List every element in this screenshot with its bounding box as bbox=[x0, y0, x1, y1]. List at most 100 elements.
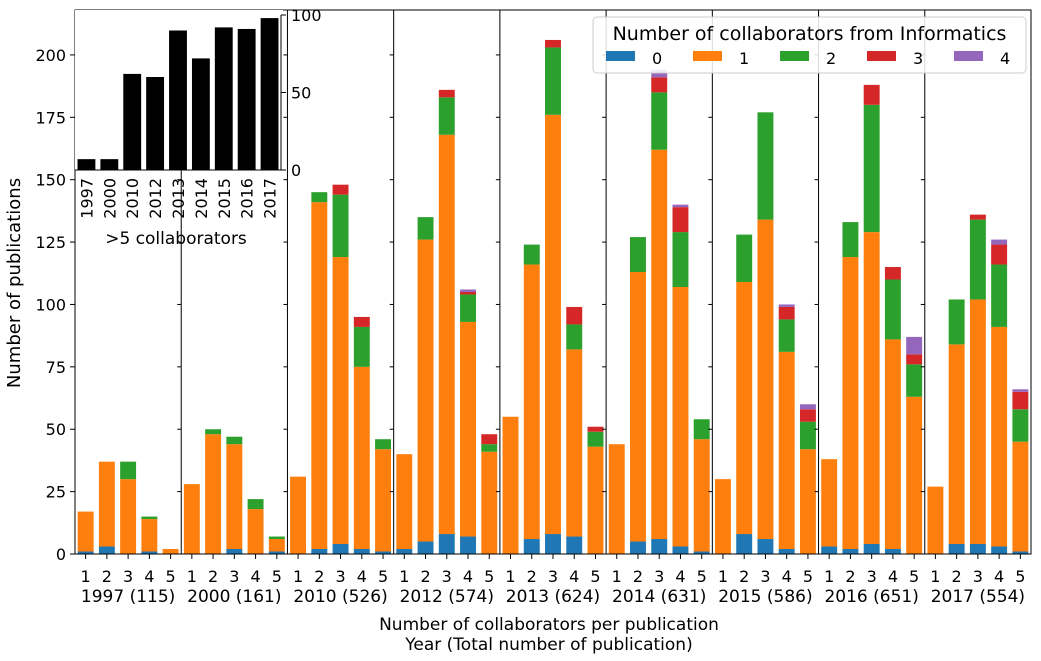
bar-2016-3-s3 bbox=[863, 84, 880, 105]
bar-2014-4-s4 bbox=[672, 204, 689, 208]
x-tick-label: 5 bbox=[590, 567, 600, 586]
bar-2017-2-s2 bbox=[948, 299, 965, 345]
bar-2017-3-s0 bbox=[969, 544, 986, 554]
bar-2015-2-s2 bbox=[736, 234, 753, 282]
bar-1997-1-s0 bbox=[77, 551, 94, 554]
bar-2013-5-s1 bbox=[587, 446, 604, 554]
bar-2013-5-s3 bbox=[587, 426, 604, 432]
x-tick-label: 4 bbox=[250, 567, 260, 586]
x-tick-label: 3 bbox=[335, 567, 345, 586]
bar-1997-3-s1 bbox=[120, 479, 137, 554]
bar-2015-4-s1 bbox=[778, 351, 795, 550]
bar-2012-1-s1 bbox=[396, 454, 413, 550]
y-tick-label: 75 bbox=[46, 358, 66, 377]
bar-2017-5-s0 bbox=[1012, 551, 1029, 554]
bar-2014-3-s3 bbox=[651, 77, 668, 93]
legend-swatch-2 bbox=[780, 51, 809, 61]
x-tick-label: 4 bbox=[463, 567, 473, 586]
bar-2017-5-s1 bbox=[1012, 441, 1029, 552]
bar-2010-4-s0 bbox=[353, 549, 370, 554]
bar-1997-5-s1 bbox=[162, 549, 179, 554]
x-tick-label: 2 bbox=[739, 567, 749, 586]
x-tick-label: 4 bbox=[144, 567, 154, 586]
bar-2000-3-s0 bbox=[226, 549, 243, 554]
bar-2017-4-s1 bbox=[991, 326, 1008, 547]
bar-2013-3-s1 bbox=[545, 114, 561, 535]
bar-2015-5-s4 bbox=[799, 404, 816, 410]
bar-2016-4-s1 bbox=[884, 339, 901, 550]
bar-2000-5-s2 bbox=[268, 536, 285, 540]
bar-2017-2-s0 bbox=[948, 544, 965, 554]
bar-2010-5-s1 bbox=[375, 449, 392, 552]
bar-2013-1-s1 bbox=[502, 416, 519, 554]
group-label: 2017 (554) bbox=[931, 587, 1025, 607]
bar-2015-1-s1 bbox=[714, 479, 731, 554]
y-axis-label: Number of publications bbox=[4, 178, 25, 388]
bar-2010-2-s0 bbox=[311, 549, 328, 554]
x-tick-label: 3 bbox=[442, 567, 452, 586]
bar-2013-3-s2 bbox=[545, 47, 561, 115]
inset-y-tick-label: 0 bbox=[291, 161, 301, 180]
bar-2016-3-s0 bbox=[863, 544, 880, 554]
bar-2012-5-s2 bbox=[481, 444, 498, 452]
bar-2014-2-s0 bbox=[630, 541, 646, 554]
bar-2000-2-s1 bbox=[205, 434, 222, 554]
x-axis-label-line2: Year (Total number of publication) bbox=[404, 635, 692, 655]
x-tick-label: 1 bbox=[612, 567, 622, 586]
inset-x-tick-label: 2015 bbox=[215, 178, 234, 219]
bar-2000-3-s2 bbox=[226, 436, 243, 445]
bar-2012-2-s2 bbox=[417, 217, 434, 240]
x-tick-label: 4 bbox=[357, 567, 367, 586]
bar-2012-4-s0 bbox=[460, 536, 476, 554]
x-tick-label: 1 bbox=[399, 567, 409, 586]
bar-2015-4-s4 bbox=[778, 304, 795, 307]
bar-2016-4-s2 bbox=[884, 279, 901, 340]
bar-2013-4-s3 bbox=[566, 306, 583, 325]
bar-2016-2-s1 bbox=[842, 257, 859, 550]
x-tick-label: 5 bbox=[909, 567, 919, 586]
inset-bar-2010 bbox=[123, 73, 142, 170]
bar-2014-2-s1 bbox=[630, 272, 646, 542]
bar-2017-4-s2 bbox=[991, 264, 1008, 327]
inset-x-tick-label: 2010 bbox=[123, 178, 142, 219]
bar-2016-1-s0 bbox=[821, 546, 838, 554]
bar-2013-2-s1 bbox=[523, 264, 540, 540]
plot-frame bbox=[74, 9, 1032, 555]
bar-1997-3-s2 bbox=[120, 461, 137, 480]
x-tick-label: 3 bbox=[654, 567, 664, 586]
bar-2010-5-s0 bbox=[375, 551, 392, 554]
x-tick-label: 2 bbox=[208, 567, 218, 586]
group-label: 2010 (526) bbox=[293, 587, 387, 607]
bar-2013-2-s0 bbox=[523, 539, 540, 554]
inset-bar-2000 bbox=[100, 159, 119, 170]
y-tick-label: 100 bbox=[35, 295, 66, 314]
bar-2016-5-s3 bbox=[906, 354, 923, 365]
y-tick-label: 125 bbox=[35, 233, 66, 252]
bar-2000-2-s2 bbox=[205, 429, 222, 435]
bar-2015-5-s3 bbox=[799, 409, 816, 422]
x-tick-label: 2 bbox=[102, 567, 112, 586]
bar-2000-1-s1 bbox=[183, 484, 200, 554]
bar-2017-5-s2 bbox=[1012, 409, 1029, 442]
bar-2010-5-s2 bbox=[375, 439, 392, 450]
legend-swatch-4 bbox=[954, 51, 983, 61]
bar-2014-3-s0 bbox=[651, 539, 668, 554]
x-tick-label: 5 bbox=[1015, 567, 1025, 586]
bar-2000-5-s1 bbox=[268, 539, 285, 552]
bar-2010-4-s1 bbox=[353, 366, 370, 550]
x-tick-label: 3 bbox=[867, 567, 877, 586]
bar-2013-4-s2 bbox=[566, 324, 583, 350]
bar-2012-3-s1 bbox=[438, 134, 455, 535]
bar-2015-3-s1 bbox=[757, 219, 774, 540]
bar-2010-4-s2 bbox=[353, 326, 370, 367]
bar-2017-4-s4 bbox=[991, 239, 1008, 245]
bar-2012-2-s1 bbox=[417, 239, 434, 542]
group-label: 2015 (586) bbox=[718, 587, 812, 607]
bar-2014-5-s1 bbox=[693, 439, 710, 552]
y-tick-label: 50 bbox=[46, 420, 66, 439]
bar-2012-2-s0 bbox=[417, 541, 434, 554]
bar-2014-3-s4 bbox=[651, 69, 668, 78]
x-tick-label: 2 bbox=[633, 567, 643, 586]
bar-2013-3-s3 bbox=[545, 39, 561, 48]
